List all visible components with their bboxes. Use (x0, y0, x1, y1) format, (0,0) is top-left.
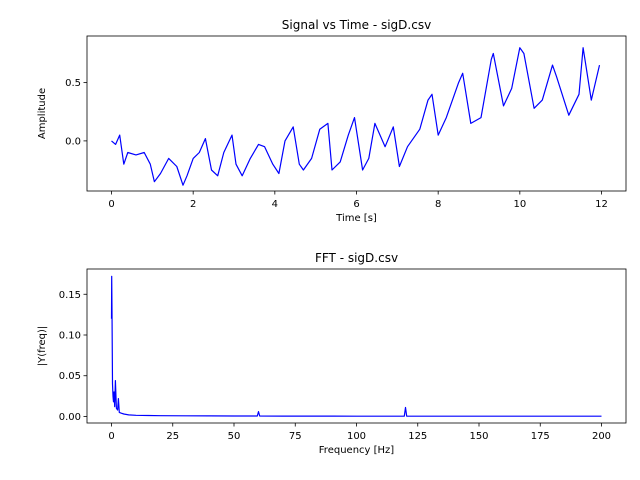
fft-x-tick-label: 150 (469, 431, 488, 442)
signal-y-tick-label: 0.0 (65, 136, 81, 147)
signal-axes-frame (86, 35, 627, 192)
fft-x-tick-label: 75 (289, 431, 302, 442)
fft-x-tick-label: 100 (347, 431, 366, 442)
fft-x-tick-label: 50 (228, 431, 241, 442)
signal-x-tick-label: 6 (353, 199, 359, 210)
fft-y-tick-label: 0.15 (59, 290, 81, 301)
signal-x-tick-label: 8 (435, 199, 441, 210)
signal-series-line (111, 47, 601, 186)
fft-x-axis-label: Frequency [Hz] (319, 445, 395, 456)
signal-x-tick-label: 4 (272, 199, 278, 210)
fft-y-tick-label: 0.10 (59, 331, 81, 342)
fft-x-tick-label: 200 (592, 431, 611, 442)
signal-y-axis-label: Amplitude (37, 88, 48, 139)
fft-series-line (110, 275, 602, 417)
signal-x-tick-label: 2 (190, 199, 196, 210)
signal-x-tick-label: 12 (595, 199, 608, 210)
fft-y-tick-label: 0.00 (59, 412, 81, 423)
fft-y-axis-label: |Y(freq)| (37, 326, 48, 367)
signal-x-tick-label: 0 (108, 199, 114, 210)
signal-vs-time-chart: 0 2 4 6 8 10 12 0.0 0.5 Signal vs Time - sigD.csv… (37, 18, 627, 224)
signal-x-tick-label: 10 (513, 199, 526, 210)
signal-x-axis-label: Time [s] (335, 213, 377, 224)
fft-x-tick-label: 175 (531, 431, 550, 442)
signal-y-tick-label: 0.5 (65, 78, 81, 89)
fft-axes-frame (86, 268, 627, 424)
fft-y-tick-label: 0.05 (59, 371, 81, 382)
fft-x-tick-label: 0 (108, 431, 114, 442)
signal-chart-title: Signal vs Time - sigD.csv (282, 18, 431, 32)
fft-chart-title: FFT - sigD.csv (315, 251, 398, 265)
fft-x-tick-label: 25 (166, 431, 179, 442)
fft-x-tick-label: 125 (408, 431, 427, 442)
fft-chart: 0 25 50 75 100 125 150 175 200 0.00 0.05 0.10 0.15 FF… (37, 251, 627, 456)
